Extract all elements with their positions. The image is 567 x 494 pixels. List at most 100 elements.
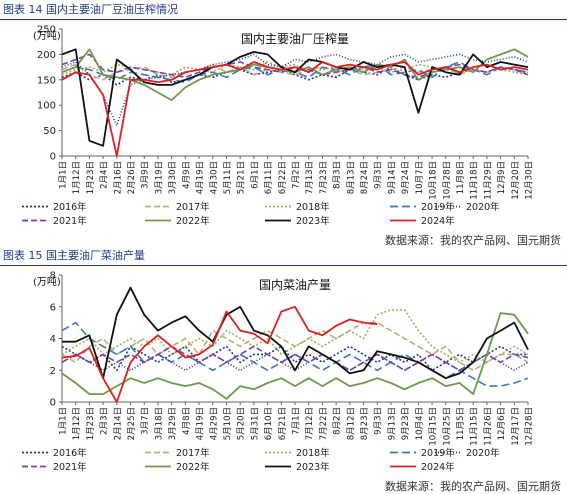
y-tick-label: 8 [50,271,56,282]
legend-label-2022: 2022年 [176,461,210,473]
legend-label-2022: 2022年 [176,215,210,227]
legend-label-2018: 2018年 [296,447,330,459]
x-tick-label: 2月4日 [100,161,110,189]
x-tick-label: 10月7日 [415,161,425,194]
legend-label-2016: 2016年 [53,447,87,459]
legend-label-2017: 2017年 [176,201,210,213]
figure-14-source: 数据来源：我的农产品网、国元期货 [385,234,561,247]
y-tick-label: 250 [37,25,56,36]
x-tick-label: 11月8日 [456,161,466,194]
x-tick-label: 9月14日 [387,161,397,194]
x-tick-label: 7月22日 [319,407,329,440]
x-tick-label: 9月13日 [387,407,397,440]
legend-label-2020: 2020年 [466,201,500,213]
series-line-2021 [61,345,529,372]
y-tick-label: 50 [43,126,56,137]
x-tick-label: 12月30日 [525,161,535,200]
x-tick-label: 4月19日 [196,161,206,194]
x-tick-label: 12月9日 [497,161,507,194]
series-line-2016 [61,66,529,86]
x-tick-label: 12月20日 [511,161,521,200]
x-tick-label: 5月20日 [237,407,247,440]
chart-title: 国内主要油厂压榨量 [241,31,349,46]
x-tick-label: 3月18日 [154,407,164,440]
x-tick-label: 11月5日 [456,407,466,440]
series-line-2019 [61,321,529,387]
series-line-2022 [61,312,529,400]
legend-label-2016: 2016年 [53,201,87,213]
x-tick-label: 1月1日 [59,161,69,189]
series-line-2018 [61,61,529,76]
x-tick-label: 2月14日 [113,407,123,440]
x-tick-label: 9月3日 [374,407,384,435]
x-tick-label: 5月11日 [223,161,233,194]
legend-label-2024: 2024年 [421,215,455,227]
legend-label-2017: 2017年 [176,447,210,459]
legend-label-2020: 2020年 [466,447,500,459]
y-axis-unit: (万吨) [33,29,61,42]
legend-label-2018: 2018年 [296,201,330,213]
legend-label-2023: 2023年 [296,215,330,227]
x-tick-label: 8月2日 [333,407,343,435]
x-tick-label: 6月10日 [264,407,274,440]
x-tick-label: 3月30日 [168,161,178,194]
x-tick-label: 10月18日 [429,161,439,200]
x-tick-label: 1月23日 [86,161,96,194]
y-tick-label: 0 [50,152,56,163]
chart-crush-volume: 国内主要油厂压榨量 (万吨) 0 50 100 150 200 250 1月1日 1月12日 1月2… [22,25,535,227]
series-line-2017 [61,63,529,81]
x-tick-label: 3月29日 [168,407,178,440]
x-tick-label: 7月12日 [305,407,315,440]
legend-label-2023: 2023年 [296,461,330,473]
x-tick-label: 12月28日 [525,407,535,446]
x-tick-label: 8月13日 [346,161,356,194]
x-tick-label: 4月9日 [182,161,192,189]
x-tick-label: 11月26日 [483,407,493,446]
x-tick-label: 6月22日 [278,161,288,194]
series-line-2023 [62,286,529,380]
figure-15-source: 数据来源：我的农产品网、国元期货 [385,480,561,493]
series-line-2016 [61,345,528,372]
x-tick-label: 9月3日 [374,161,384,189]
x-tick-label: 4月30日 [209,161,219,194]
x-tick-label: 4月19日 [196,407,206,440]
x-tick-label: 10月15日 [429,407,439,446]
legend-label-2024: 2024年 [421,461,455,473]
x-tick-label: 4月8日 [182,407,192,435]
series-line-2024 [61,61,529,157]
x-tick-label: 5月31日 [250,407,260,440]
x-tick-label: 3月7日 [141,407,151,435]
x-tick-label: 8月3日 [333,161,343,189]
x-tick-label: 2月26日 [127,161,137,194]
series-line-2020 [61,53,529,127]
series-line-2018 [61,309,529,364]
x-tick-label: 10月25日 [442,407,452,446]
x-tick-label: 6月11日 [264,161,274,194]
figure-15-caption: 图表 15 国主要油厂菜油产量 [0,246,567,266]
x-tick-label: 1月12日 [72,161,82,194]
x-tick-label: 10月4日 [415,407,425,440]
x-tick-label: 3月19日 [154,161,164,194]
x-tick-label: 2月16日 [113,161,123,194]
y-tick-label: 6 [50,302,56,313]
x-tick-label: 6月1日 [250,161,260,189]
legend-label-2021: 2021年 [53,461,87,473]
x-tick-label: 8月24日 [360,161,370,194]
x-tick-label: 7月1日 [292,407,302,435]
x-tick-label: 12月6日 [497,407,507,440]
x-tick-label: 2月3日 [100,407,110,435]
x-tick-label: 8月12日 [346,407,356,440]
series-line-2024 [61,305,378,403]
x-tick-label: 12月17日 [511,407,521,446]
x-tick-label: 7月13日 [305,161,315,194]
x-tick-label: 1月1日 [59,407,69,435]
y-tick-label: 2 [50,366,56,377]
y-tick-label: 150 [37,75,56,86]
y-axis-unit: (万吨) [33,275,61,288]
x-tick-label: 11月18日 [470,161,480,200]
x-tick-label: 10月28日 [442,161,452,200]
x-tick-label: 3月9日 [141,161,151,189]
chart-rapeseed-oil-output: 国内菜油产量 (万吨) 0 2 4 6 8 1月1日 1月12日 1月23日 2月3日 2月14日 2月… [22,271,535,473]
x-tick-label: 1月12日 [72,407,82,440]
y-tick-label: 200 [37,50,56,61]
